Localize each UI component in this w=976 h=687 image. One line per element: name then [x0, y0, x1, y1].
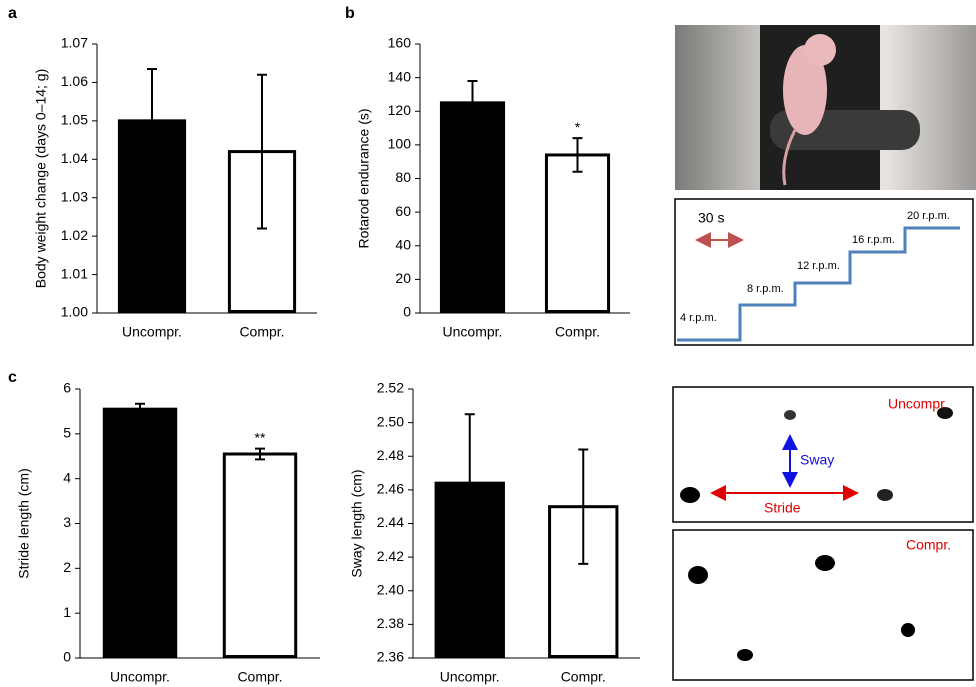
y-tick-label: 2.38 — [377, 615, 404, 631]
panel-label: b — [345, 5, 355, 22]
y-tick-label: 80 — [395, 169, 411, 185]
footprints-uncompressed: Sway Stride Uncompr. — [673, 387, 973, 522]
bar — [441, 103, 503, 312]
speed-label: 20 r.p.m. — [907, 210, 950, 222]
y-tick-label: 2.46 — [377, 481, 404, 497]
figure: a b c 30 s 4 r.p.m. 8 r.p.m. 12 r.p.m. 1… — [0, 0, 976, 687]
y-tick-label: 2 — [63, 559, 71, 575]
y-tick-label: 20 — [395, 270, 411, 286]
y-tick-label: 1 — [63, 604, 71, 620]
y-tick-label: 3 — [63, 514, 71, 530]
x-tick-label: Compr. — [237, 669, 282, 685]
bar — [546, 155, 608, 312]
y-tick-label: 1.01 — [61, 265, 88, 281]
bar — [104, 409, 175, 656]
stride-label: Stride — [764, 500, 801, 516]
bar — [224, 454, 295, 656]
y-tick-label: 140 — [388, 68, 412, 84]
panel-label: c — [8, 369, 17, 386]
y-tick-label: 2.48 — [377, 447, 404, 463]
y-tick-label: 2.40 — [377, 581, 404, 597]
y-tick-label: 1.06 — [61, 73, 88, 89]
panel-label: a — [8, 5, 17, 22]
y-tick-label: 1.02 — [61, 227, 88, 243]
y-tick-label: 1.04 — [61, 150, 88, 166]
speed-label: 4 r.p.m. — [680, 312, 717, 324]
y-tick-label: 6 — [63, 380, 71, 396]
condition-label: Uncompr. — [888, 396, 948, 412]
condition-label: Compr. — [906, 537, 951, 553]
y-tick-label: 120 — [388, 102, 412, 118]
y-tick-label: 2.52 — [377, 380, 404, 396]
y-axis-label: Sway length (cm) — [349, 469, 365, 577]
rotarod-photo — [675, 25, 976, 190]
y-axis-label: Body weight change (days 0–14; g) — [33, 69, 49, 288]
rotarod-protocol: 30 s 4 r.p.m. 8 r.p.m. 12 r.p.m. 16 r.p.… — [675, 199, 973, 345]
y-tick-label: 1.03 — [61, 188, 88, 204]
x-tick-label: Compr. — [239, 324, 284, 340]
speed-label: 8 r.p.m. — [747, 283, 784, 295]
y-tick-label: 2.50 — [377, 413, 404, 429]
significance-label: ** — [255, 429, 266, 445]
y-tick-label: 2.44 — [377, 514, 404, 530]
y-tick-label: 40 — [395, 236, 411, 252]
y-tick-label: 100 — [388, 136, 412, 152]
x-tick-label: Uncompr. — [110, 669, 170, 685]
y-tick-label: 0 — [403, 304, 411, 320]
y-tick-label: 160 — [388, 35, 412, 51]
y-axis-label: Rotarod endurance (s) — [356, 108, 372, 248]
y-tick-label: 0 — [63, 649, 71, 665]
x-tick-label: Compr. — [561, 669, 606, 685]
x-tick-label: Uncompr. — [443, 324, 503, 340]
y-tick-label: 1.05 — [61, 112, 88, 128]
interval-label: 30 s — [698, 210, 724, 226]
y-tick-label: 2.42 — [377, 548, 404, 564]
x-tick-label: Uncompr. — [440, 669, 500, 685]
y-tick-label: 1.07 — [61, 35, 88, 51]
x-tick-label: Uncompr. — [122, 324, 182, 340]
y-tick-label: 60 — [395, 203, 411, 219]
y-tick-label: 2.36 — [377, 649, 404, 665]
y-tick-label: 5 — [63, 425, 71, 441]
page: a b c 30 s 4 r.p.m. 8 r.p.m. 12 r.p.m. 1… — [0, 0, 976, 687]
y-tick-label: 1.00 — [61, 304, 88, 320]
y-tick-label: 4 — [63, 469, 71, 485]
speed-label: 16 r.p.m. — [852, 234, 895, 246]
x-tick-label: Compr. — [555, 324, 600, 340]
footprints-compressed: Compr. — [673, 530, 973, 680]
significance-label: * — [575, 119, 581, 135]
y-axis-label: Stride length (cm) — [16, 468, 32, 578]
sway-label: Sway — [800, 452, 834, 468]
speed-label: 12 r.p.m. — [797, 260, 840, 272]
